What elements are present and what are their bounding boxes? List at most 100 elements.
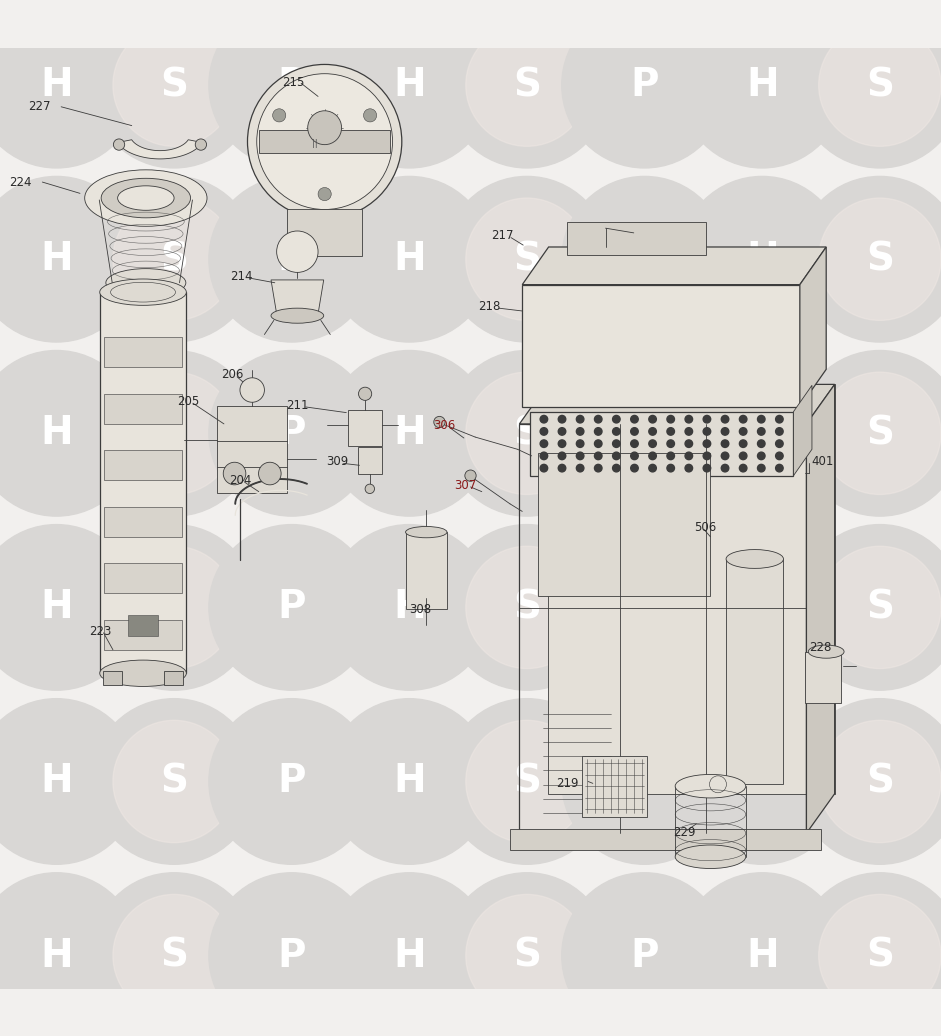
Circle shape: [679, 2, 845, 168]
Circle shape: [679, 698, 845, 864]
Circle shape: [667, 440, 675, 448]
Circle shape: [209, 350, 375, 516]
Circle shape: [327, 176, 492, 342]
Circle shape: [648, 428, 656, 435]
Polygon shape: [118, 140, 202, 159]
Text: S: S: [160, 762, 188, 801]
Text: H: H: [393, 588, 425, 627]
Circle shape: [648, 452, 656, 460]
Text: 227: 227: [28, 100, 51, 113]
Text: S: S: [866, 414, 894, 453]
Bar: [406, 533, 447, 609]
Circle shape: [558, 440, 566, 448]
Circle shape: [444, 176, 610, 342]
Circle shape: [562, 698, 727, 864]
Circle shape: [91, 698, 257, 864]
Text: H: H: [40, 414, 72, 453]
Circle shape: [540, 440, 548, 448]
Bar: [104, 620, 182, 650]
Circle shape: [685, 452, 693, 460]
Bar: [548, 384, 835, 794]
Text: P: P: [630, 937, 659, 975]
Text: P: P: [278, 762, 306, 801]
Text: H: H: [40, 588, 72, 627]
Circle shape: [466, 720, 588, 842]
Circle shape: [444, 872, 610, 1036]
Text: 214: 214: [231, 269, 253, 283]
Circle shape: [648, 415, 656, 423]
Circle shape: [365, 484, 375, 493]
Circle shape: [0, 524, 139, 690]
Text: S: S: [866, 762, 894, 801]
Circle shape: [679, 524, 845, 690]
Bar: [567, 222, 706, 255]
Circle shape: [209, 2, 375, 168]
Bar: [104, 394, 182, 424]
Text: H: H: [393, 414, 425, 453]
Circle shape: [576, 440, 583, 448]
Circle shape: [819, 198, 941, 320]
Circle shape: [797, 698, 941, 864]
Circle shape: [257, 74, 392, 209]
Circle shape: [209, 176, 375, 342]
Circle shape: [308, 111, 342, 145]
Circle shape: [648, 440, 656, 448]
Circle shape: [819, 24, 941, 146]
Ellipse shape: [118, 185, 174, 210]
Text: 228: 228: [809, 641, 832, 655]
Bar: [519, 424, 806, 833]
Text: S: S: [513, 588, 541, 627]
Bar: [104, 338, 182, 368]
Circle shape: [466, 546, 588, 668]
Circle shape: [209, 698, 375, 864]
Text: S: S: [160, 66, 188, 105]
Circle shape: [196, 139, 207, 150]
Text: H: H: [393, 240, 425, 279]
Text: S: S: [513, 937, 541, 975]
Circle shape: [277, 231, 318, 272]
Text: H: H: [746, 66, 778, 105]
Circle shape: [113, 546, 235, 668]
Circle shape: [558, 464, 566, 471]
Text: S: S: [866, 937, 894, 975]
Circle shape: [797, 350, 941, 516]
Text: 218: 218: [478, 299, 501, 313]
Circle shape: [685, 428, 693, 435]
Text: H: H: [40, 66, 72, 105]
Circle shape: [444, 350, 610, 516]
Circle shape: [0, 350, 139, 516]
Text: H: H: [393, 762, 425, 801]
Circle shape: [466, 372, 588, 494]
Text: S: S: [513, 240, 541, 279]
Circle shape: [595, 464, 602, 471]
Circle shape: [562, 872, 727, 1036]
Circle shape: [0, 698, 139, 864]
Text: 204: 204: [230, 473, 252, 487]
Text: S: S: [160, 588, 188, 627]
Circle shape: [540, 464, 548, 471]
Circle shape: [819, 546, 941, 668]
Circle shape: [327, 698, 492, 864]
Text: 306: 306: [433, 420, 455, 432]
Circle shape: [113, 24, 235, 146]
Circle shape: [595, 415, 602, 423]
Text: P: P: [278, 937, 306, 975]
Circle shape: [113, 894, 235, 1016]
Circle shape: [576, 452, 583, 460]
Bar: [128, 615, 158, 636]
Text: 223: 223: [89, 626, 112, 638]
Text: S: S: [160, 937, 188, 975]
Bar: [104, 564, 182, 594]
Circle shape: [273, 109, 286, 122]
Circle shape: [562, 2, 727, 168]
Circle shape: [685, 440, 693, 448]
Circle shape: [466, 894, 588, 1016]
Text: 307: 307: [455, 479, 477, 491]
Bar: [726, 559, 784, 784]
Polygon shape: [793, 385, 812, 476]
Circle shape: [91, 2, 257, 168]
Circle shape: [797, 524, 941, 690]
Circle shape: [595, 452, 602, 460]
Circle shape: [327, 872, 492, 1036]
Bar: [510, 830, 821, 851]
